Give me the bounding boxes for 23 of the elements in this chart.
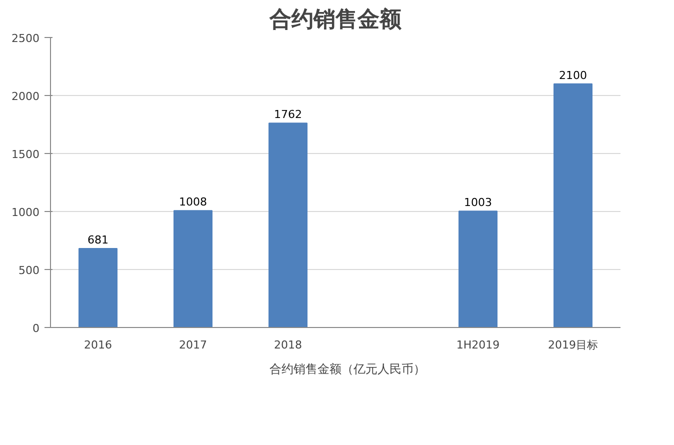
y-tick-label: 0 [32,322,40,335]
x-tick-label: 2019目标 [548,338,598,352]
data-label: 681 [88,234,108,247]
bar [268,122,308,328]
bar [458,210,498,328]
y-tick-label: 2500 [12,32,40,45]
chart-title: 合约销售金额 [268,6,402,32]
y-tick-label: 2000 [12,90,40,103]
bar [554,83,592,328]
data-label: 2100 [559,68,588,82]
bar [78,248,118,328]
y-tick-label: 1500 [12,148,40,161]
x-tick-label: 1H2019 [456,338,500,352]
x-tick-label: 2017 [179,338,208,352]
data-label: 1762 [274,108,302,122]
x-tick-label: 2016 [84,338,112,352]
y-tick-label: 500 [18,264,40,277]
data-label: 1008 [179,196,208,209]
x-tick-label: 2018 [274,338,302,352]
data-label: 1003 [464,196,492,210]
text: 合约销售金额（亿元人民币） [270,360,426,378]
bar [174,210,212,328]
y-tick-label: 1000 [12,206,40,219]
